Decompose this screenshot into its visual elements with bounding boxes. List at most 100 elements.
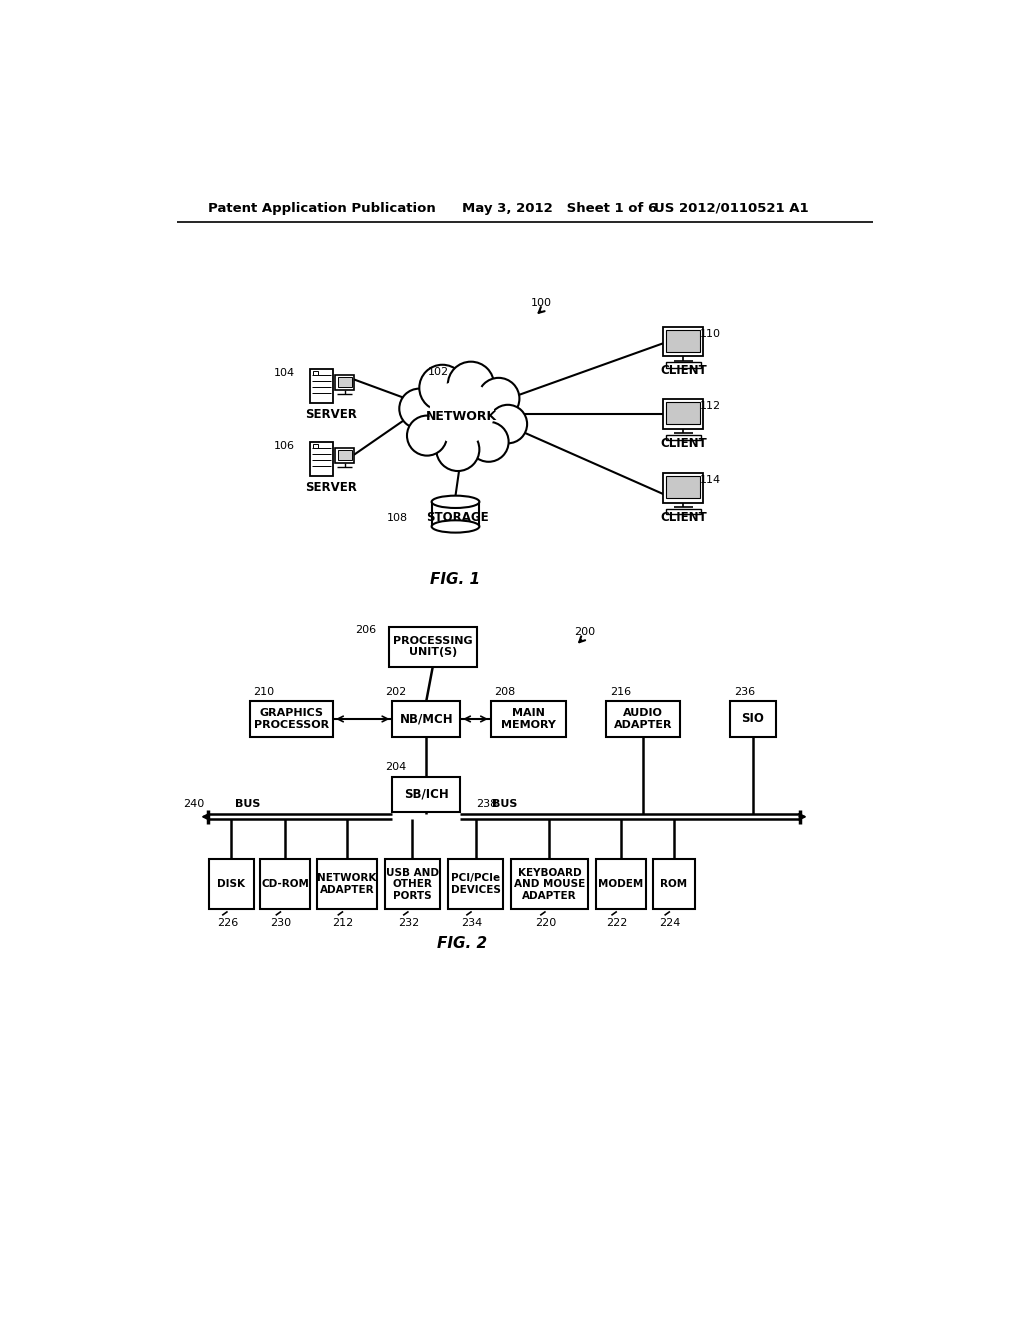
Text: 108: 108: [387, 513, 409, 523]
FancyBboxPatch shape: [667, 477, 700, 498]
FancyBboxPatch shape: [667, 330, 700, 351]
Text: Patent Application Publication: Patent Application Publication: [208, 202, 435, 215]
Text: SERVER: SERVER: [305, 482, 356, 495]
Text: 100: 100: [530, 298, 552, 308]
Text: BUS: BUS: [234, 799, 260, 809]
Text: USB AND
OTHER
PORTS: USB AND OTHER PORTS: [386, 867, 439, 900]
Text: CD-ROM: CD-ROM: [261, 879, 309, 890]
Text: 220: 220: [535, 917, 556, 928]
Circle shape: [478, 378, 519, 420]
Text: BUS: BUS: [493, 799, 517, 809]
FancyBboxPatch shape: [447, 859, 503, 909]
Text: 110: 110: [699, 329, 721, 339]
Text: SERVER: SERVER: [305, 408, 356, 421]
Text: SIO: SIO: [741, 713, 764, 726]
Circle shape: [436, 428, 479, 471]
FancyBboxPatch shape: [666, 434, 701, 441]
FancyBboxPatch shape: [313, 371, 317, 375]
FancyBboxPatch shape: [388, 627, 477, 667]
FancyBboxPatch shape: [730, 701, 776, 737]
Text: STORAGE: STORAGE: [426, 511, 488, 524]
FancyBboxPatch shape: [511, 859, 588, 909]
Circle shape: [447, 362, 494, 408]
FancyBboxPatch shape: [250, 701, 333, 737]
Text: 208: 208: [495, 686, 515, 697]
FancyBboxPatch shape: [666, 508, 701, 515]
FancyBboxPatch shape: [432, 502, 479, 527]
FancyBboxPatch shape: [209, 859, 254, 909]
FancyBboxPatch shape: [606, 701, 680, 737]
Text: 216: 216: [609, 686, 631, 697]
Text: 106: 106: [274, 441, 295, 451]
Text: 230: 230: [270, 917, 292, 928]
Ellipse shape: [432, 520, 479, 532]
FancyBboxPatch shape: [260, 859, 310, 909]
Text: May 3, 2012   Sheet 1 of 6: May 3, 2012 Sheet 1 of 6: [462, 202, 657, 215]
FancyBboxPatch shape: [336, 447, 354, 463]
Text: 204: 204: [386, 763, 407, 772]
FancyBboxPatch shape: [338, 450, 351, 461]
Text: 224: 224: [659, 917, 681, 928]
Text: ROM: ROM: [660, 879, 687, 890]
FancyBboxPatch shape: [310, 368, 333, 404]
FancyBboxPatch shape: [667, 403, 700, 424]
FancyBboxPatch shape: [385, 859, 440, 909]
Text: 210: 210: [253, 686, 274, 697]
FancyBboxPatch shape: [313, 444, 317, 447]
Ellipse shape: [432, 496, 479, 508]
Text: NETWORK: NETWORK: [426, 409, 498, 422]
Text: 112: 112: [699, 401, 721, 412]
Text: 234: 234: [461, 917, 482, 928]
Text: 202: 202: [386, 686, 407, 697]
Text: CLIENT: CLIENT: [660, 364, 707, 378]
Text: 222: 222: [606, 917, 628, 928]
Text: 102: 102: [428, 367, 450, 378]
FancyBboxPatch shape: [310, 442, 333, 477]
FancyBboxPatch shape: [666, 363, 701, 368]
Text: KEYBOARD
AND MOUSE
ADAPTER: KEYBOARD AND MOUSE ADAPTER: [514, 867, 585, 900]
Text: 200: 200: [574, 627, 595, 638]
Circle shape: [469, 422, 509, 462]
Circle shape: [429, 380, 494, 445]
Text: FIG. 1: FIG. 1: [430, 572, 480, 587]
FancyBboxPatch shape: [664, 327, 703, 356]
FancyBboxPatch shape: [338, 378, 351, 387]
Text: NB/MCH: NB/MCH: [399, 713, 453, 726]
Text: 236: 236: [734, 686, 756, 697]
Text: 206: 206: [355, 626, 376, 635]
Text: CLIENT: CLIENT: [660, 437, 707, 450]
Circle shape: [407, 416, 447, 455]
Text: CLIENT: CLIENT: [660, 511, 707, 524]
Circle shape: [419, 364, 466, 411]
Text: FIG. 2: FIG. 2: [436, 936, 486, 952]
Circle shape: [419, 370, 504, 455]
Text: 114: 114: [699, 475, 721, 486]
Text: 240: 240: [183, 799, 205, 809]
Text: SB/ICH: SB/ICH: [403, 788, 449, 801]
FancyBboxPatch shape: [664, 474, 703, 503]
Text: AUDIO
ADAPTER: AUDIO ADAPTER: [613, 708, 672, 730]
FancyBboxPatch shape: [664, 400, 703, 429]
FancyBboxPatch shape: [652, 859, 695, 909]
Text: 232: 232: [398, 917, 419, 928]
Text: 212: 212: [333, 917, 353, 928]
FancyBboxPatch shape: [392, 701, 460, 737]
Text: 226: 226: [217, 917, 239, 928]
FancyBboxPatch shape: [490, 701, 566, 737]
Circle shape: [399, 388, 439, 429]
Text: PCI/PCIe
DEVICES: PCI/PCIe DEVICES: [451, 874, 501, 895]
Circle shape: [488, 405, 527, 444]
FancyBboxPatch shape: [316, 859, 377, 909]
Text: NETWORK
ADAPTER: NETWORK ADAPTER: [317, 874, 377, 895]
Text: MAIN
MEMORY: MAIN MEMORY: [501, 708, 556, 730]
Text: 104: 104: [274, 368, 295, 379]
Text: 238: 238: [476, 799, 498, 809]
Text: US 2012/0110521 A1: US 2012/0110521 A1: [654, 202, 809, 215]
FancyBboxPatch shape: [596, 859, 646, 909]
FancyBboxPatch shape: [336, 375, 354, 391]
Text: MODEM: MODEM: [598, 879, 643, 890]
Text: PROCESSING
UNIT(S): PROCESSING UNIT(S): [393, 636, 473, 657]
Text: GRAPHICS
PROCESSOR: GRAPHICS PROCESSOR: [254, 708, 329, 730]
FancyBboxPatch shape: [392, 776, 460, 812]
Text: DISK: DISK: [217, 879, 246, 890]
